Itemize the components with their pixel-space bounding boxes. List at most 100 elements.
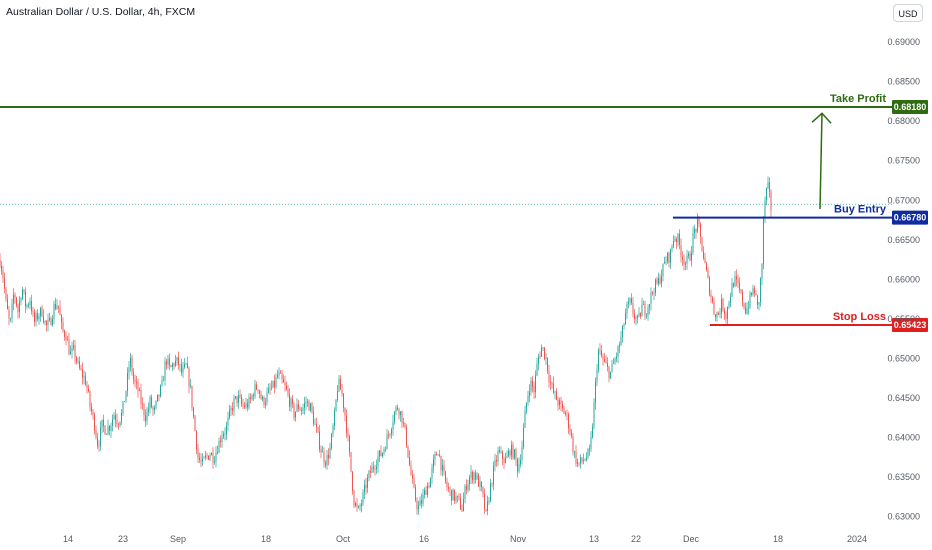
candle-body bbox=[335, 399, 337, 411]
candle-body bbox=[614, 358, 616, 363]
candle-body bbox=[16, 297, 17, 306]
candle-body bbox=[758, 301, 760, 305]
candle-body bbox=[617, 346, 619, 357]
candle-body bbox=[520, 460, 521, 465]
candle-body bbox=[499, 450, 500, 453]
candle-body bbox=[611, 363, 613, 372]
candle-body bbox=[179, 364, 181, 366]
candle-body bbox=[568, 413, 569, 429]
candle-body bbox=[289, 394, 290, 407]
candle-body bbox=[92, 411, 94, 415]
candle-body bbox=[685, 263, 686, 265]
currency-button[interactable]: USD bbox=[893, 4, 923, 22]
candle-body bbox=[457, 495, 458, 497]
candle-body bbox=[46, 321, 47, 326]
candle-body bbox=[283, 379, 284, 383]
candle-body bbox=[665, 261, 667, 263]
candle-body bbox=[353, 491, 355, 506]
candle-body bbox=[622, 325, 623, 337]
candle-body bbox=[502, 451, 503, 460]
candle-body bbox=[460, 498, 461, 510]
x-tick-label: 23 bbox=[118, 534, 128, 544]
y-tick-label: 0.66500 bbox=[887, 235, 920, 245]
candle-body bbox=[677, 233, 679, 243]
candle-body bbox=[724, 310, 725, 315]
candle-body bbox=[64, 330, 65, 337]
candle-body bbox=[85, 376, 86, 385]
candle-body bbox=[8, 309, 10, 319]
candle-body bbox=[745, 307, 746, 314]
candle-body bbox=[680, 244, 682, 257]
candle-body bbox=[571, 432, 572, 437]
candle-body bbox=[211, 453, 212, 456]
candle-body bbox=[5, 288, 7, 300]
candle-body bbox=[35, 313, 37, 322]
candle-body bbox=[338, 378, 340, 392]
candle-body bbox=[91, 406, 92, 412]
candle-body bbox=[245, 403, 247, 408]
x-tick-label: Dec bbox=[683, 534, 700, 544]
candle-body bbox=[74, 345, 76, 358]
candle-body bbox=[689, 253, 691, 261]
stop-loss-price-value: 0.65423 bbox=[894, 320, 927, 330]
candle-body bbox=[7, 299, 8, 310]
candle-body bbox=[577, 462, 578, 464]
candle-body bbox=[239, 394, 241, 398]
candle-body bbox=[202, 458, 203, 462]
candle-body bbox=[739, 282, 740, 290]
candle-body bbox=[538, 356, 539, 364]
candle-body bbox=[463, 498, 464, 512]
candle-body bbox=[613, 362, 614, 364]
candle-body bbox=[314, 424, 316, 425]
take-profit-price-value: 0.68180 bbox=[894, 102, 927, 112]
candle-body bbox=[295, 411, 296, 418]
y-tick-label: 0.69000 bbox=[887, 37, 920, 47]
candle-body bbox=[505, 458, 506, 463]
candle-body bbox=[670, 249, 671, 263]
candle-body bbox=[221, 436, 223, 443]
candle-body bbox=[641, 304, 643, 317]
candle-body bbox=[472, 471, 473, 481]
candle-body bbox=[205, 455, 206, 458]
candle-body bbox=[136, 382, 137, 383]
candle-body bbox=[473, 472, 475, 481]
candle-body bbox=[415, 487, 416, 501]
candle-body bbox=[370, 471, 371, 473]
candle-body bbox=[208, 455, 209, 460]
candle-body bbox=[76, 357, 77, 362]
candle-body bbox=[569, 428, 571, 433]
candle-body bbox=[98, 445, 100, 447]
candle-body bbox=[584, 459, 586, 461]
candle-body bbox=[121, 412, 122, 422]
candle-body bbox=[628, 302, 629, 305]
candle-body bbox=[250, 397, 251, 400]
candle-body bbox=[281, 373, 283, 380]
candle-body bbox=[373, 466, 374, 469]
candle-body bbox=[2, 271, 4, 278]
candle-body bbox=[598, 350, 599, 370]
candle-body bbox=[349, 436, 350, 452]
candle-body bbox=[406, 426, 407, 446]
candle-body bbox=[682, 256, 683, 260]
candle-body bbox=[470, 471, 472, 478]
candle-body bbox=[625, 313, 626, 325]
candle-body bbox=[341, 389, 343, 394]
candle-body bbox=[28, 304, 29, 306]
candle-body bbox=[565, 413, 566, 415]
candle-body bbox=[490, 483, 491, 501]
candle-body bbox=[196, 430, 197, 450]
candle-body bbox=[137, 382, 139, 391]
candle-body bbox=[634, 313, 635, 319]
candle-body bbox=[448, 487, 449, 489]
candle-body bbox=[230, 408, 232, 410]
candle-body bbox=[467, 484, 469, 490]
candle-body bbox=[761, 264, 763, 279]
candle-body bbox=[694, 229, 695, 234]
candle-body bbox=[278, 372, 280, 376]
candle-body bbox=[515, 449, 517, 460]
candle-body bbox=[293, 403, 295, 418]
candle-body bbox=[104, 425, 106, 435]
candle-body bbox=[176, 357, 178, 361]
candle-body bbox=[209, 455, 211, 460]
